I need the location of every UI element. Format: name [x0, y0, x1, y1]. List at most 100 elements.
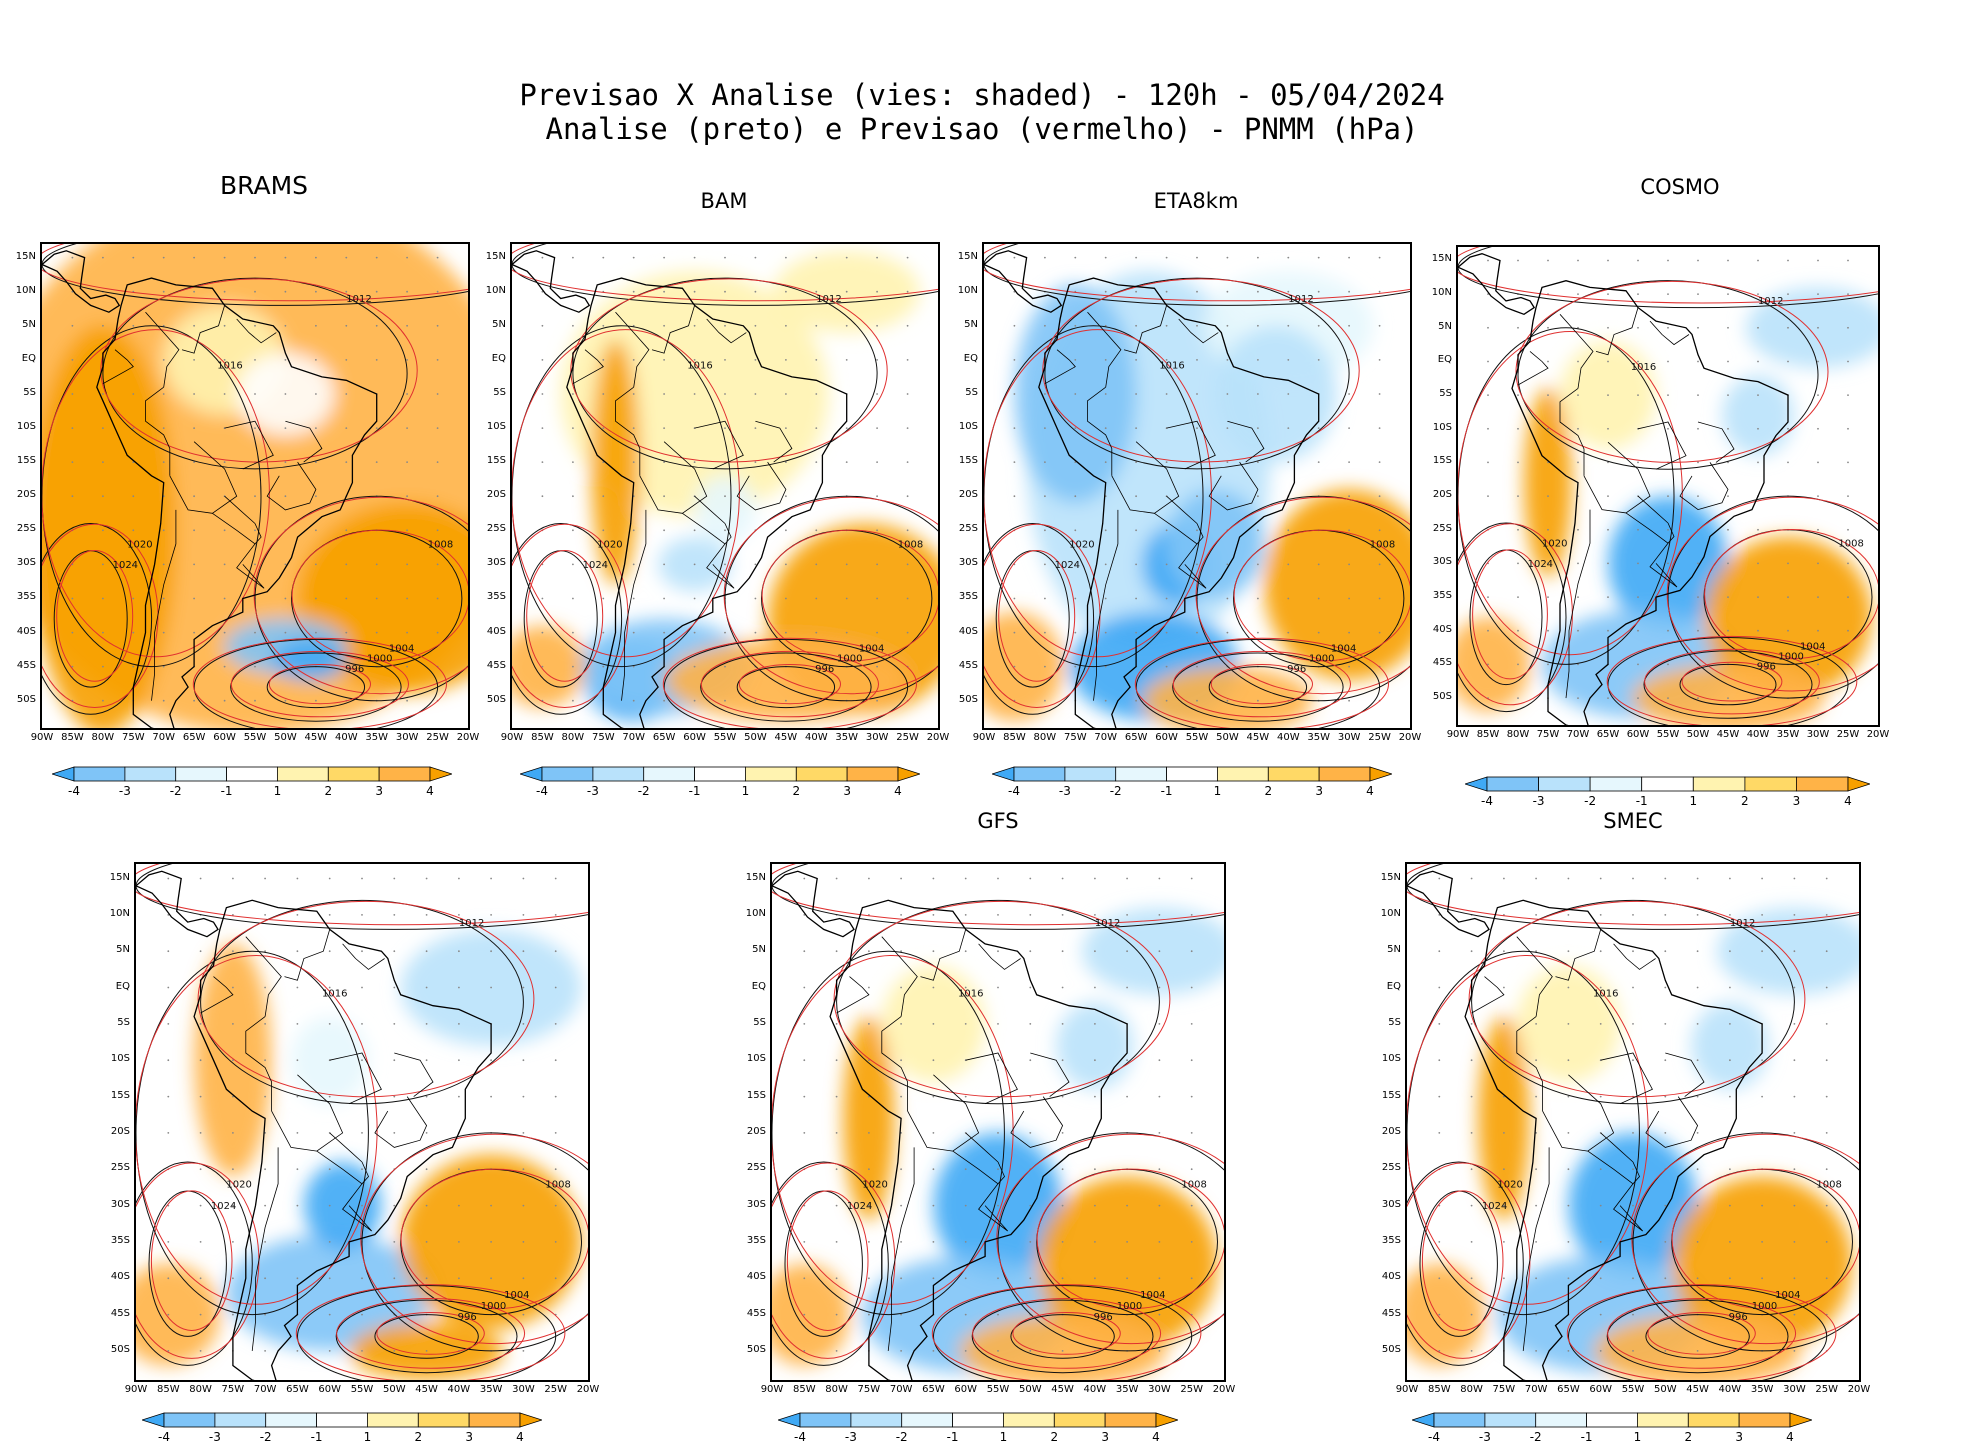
country-border — [1559, 314, 1594, 389]
country-border — [887, 1147, 915, 1351]
lon-tick-label: 55W — [243, 732, 267, 743]
analysis-isobar — [1407, 864, 1859, 930]
colorbar-segment — [744, 766, 797, 782]
colorbar-segment — [901, 1412, 953, 1428]
analysis-isobar — [997, 1132, 1224, 1352]
isobar-label: 996 — [1729, 1312, 1748, 1323]
forecast-isobar — [1421, 1190, 1504, 1332]
lat-tick-label: 15S — [110, 1089, 130, 1101]
lat-tick-label: 25S — [958, 523, 978, 535]
country-border — [1030, 1052, 1070, 1097]
lon-tick-label: 35W — [1750, 1384, 1774, 1395]
lat-tick-label: 10N — [1380, 907, 1401, 919]
forecast-isobar — [295, 1284, 566, 1380]
isobar-label: 1000 — [1117, 1301, 1142, 1312]
forecast-isobar — [998, 550, 1076, 682]
analysis-isobar — [700, 652, 872, 722]
coastline — [1407, 870, 1490, 938]
forecast-isobar — [1210, 664, 1313, 705]
panel-title: SMEC — [1603, 809, 1663, 833]
isobar-label: 1004 — [1140, 1290, 1165, 1301]
lat-tick-label: 10S — [16, 421, 36, 433]
colorbar — [518, 766, 922, 786]
colorbar-segment — [846, 766, 899, 782]
analysis-isobar — [836, 899, 1160, 1105]
isobar-label: 1012 — [1730, 918, 1755, 929]
lon-tick-label: 45W — [1051, 1384, 1074, 1395]
forecast-isobar — [1012, 1312, 1121, 1355]
bias-shade — [1716, 907, 1859, 995]
lat-tick-label: 10N — [957, 284, 978, 296]
country-border — [342, 1183, 372, 1232]
lon-tick-label: 40W — [1083, 1384, 1107, 1395]
colorbar-segment — [592, 766, 645, 782]
colorbar-segment — [1104, 1412, 1157, 1428]
colorbar-label: 1 — [741, 784, 750, 798]
forecast-isobar — [1134, 637, 1389, 728]
country-border — [1649, 542, 1678, 588]
isobar-label: 1024 — [583, 560, 608, 571]
colorbar-label: -2 — [169, 784, 182, 798]
country-border — [1010, 1096, 1064, 1148]
analysis-isobar — [1044, 277, 1350, 470]
lat-tick-label: 50S — [486, 693, 506, 705]
isobar-label: 1016 — [958, 989, 983, 1000]
analysis-isobar — [1458, 522, 1567, 713]
lon-tick-label: 30W — [512, 1384, 535, 1395]
lat-tick-label: 10S — [1381, 1053, 1401, 1065]
lon-tick-label: 60W — [1155, 732, 1178, 743]
colorbar-segment — [519, 1412, 544, 1428]
lon-tick-label: 45W — [304, 732, 328, 743]
isobar-label: 1012 — [459, 918, 484, 929]
lat-tick-label: 35S — [1432, 590, 1452, 602]
isobar-label: 1008 — [1370, 539, 1395, 550]
colorbar-label: 2 — [1741, 794, 1749, 808]
country-border — [151, 509, 177, 701]
country-border — [1559, 388, 1585, 476]
isobar-label: 1004 — [1331, 643, 1356, 654]
lon-tick-label: 85W — [1476, 729, 1500, 740]
forecast-isobar — [772, 864, 1224, 926]
lon-tick-label: 30W — [395, 732, 419, 743]
colorbar-label: -4 — [794, 1430, 806, 1444]
colorbar-label: -3 — [1478, 1430, 1491, 1444]
country-border — [342, 943, 385, 970]
colorbar-segment — [366, 1412, 419, 1428]
forecast-isobar — [972, 1298, 1162, 1369]
analysis-isobar — [1667, 495, 1878, 699]
country-border — [1471, 976, 1505, 1014]
forecast-isobar — [400, 1168, 588, 1310]
bias-shade — [591, 339, 640, 585]
colorbar-segment — [1216, 766, 1269, 782]
lat-tick-label: 10N — [485, 284, 506, 296]
lat-tick-label: 20S — [1432, 489, 1452, 501]
panel-title: BRAMS — [219, 171, 309, 200]
lon-tick-label: 65W — [1596, 729, 1620, 740]
colorbar-label: 1 — [363, 1430, 372, 1444]
colorbar-label: -3 — [118, 784, 131, 798]
forecast-isobar — [1468, 900, 1806, 1098]
lon-tick-label: 70W — [889, 1384, 913, 1395]
colorbar-segment — [226, 766, 278, 782]
lat-tick-label: 5N — [116, 944, 130, 956]
country-border — [1595, 307, 1639, 356]
country-border — [329, 1132, 363, 1163]
isobar-label: 1008 — [1838, 539, 1863, 550]
lat-tick-label: 35S — [746, 1234, 766, 1246]
isobar-label: 1024 — [1528, 559, 1553, 570]
colorbar-label: -1 — [1580, 1430, 1593, 1444]
lon-tick-label: 65W — [1557, 1384, 1580, 1395]
lon-tick-label: 80W — [825, 1384, 848, 1395]
lat-tick-label: 50S — [110, 1343, 130, 1355]
analysis-isobar — [361, 1132, 588, 1352]
panel-title: ETA8km — [1153, 189, 1239, 213]
lat-tick-label: 50S — [1381, 1343, 1401, 1355]
forecast-isobar — [1172, 650, 1351, 718]
lat-tick-label: 40S — [958, 625, 978, 637]
colorbar-label: -2 — [259, 1430, 272, 1444]
analysis-isobar — [374, 1314, 479, 1359]
colorbar-label: -1 — [688, 784, 701, 798]
lat-tick-label: 5N — [22, 318, 36, 330]
lon-tick-label: 55W — [350, 1384, 374, 1395]
colorbar-label: 3 — [843, 784, 851, 798]
